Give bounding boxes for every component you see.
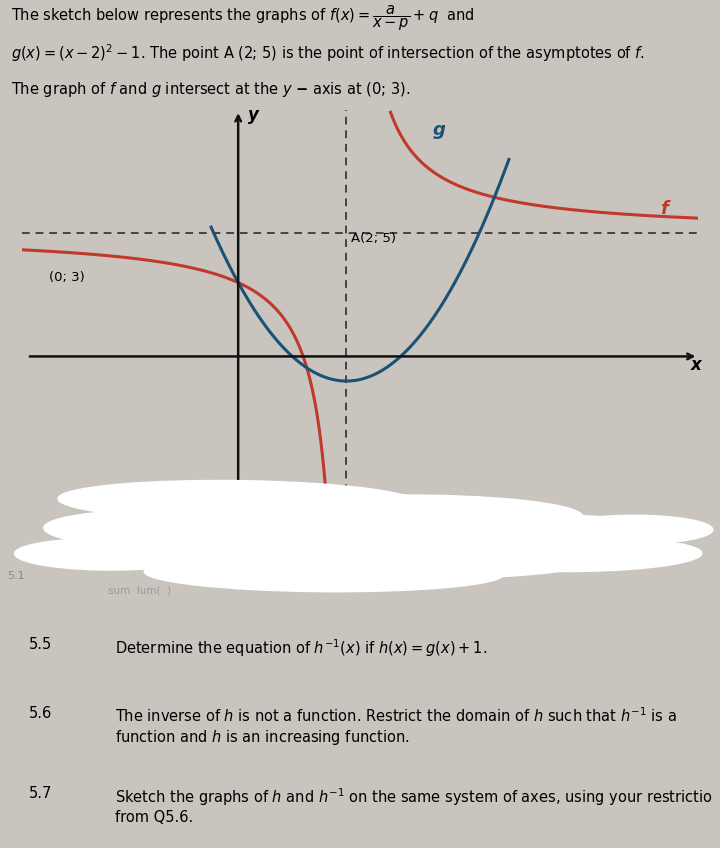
Ellipse shape	[554, 516, 713, 544]
Text: y: y	[248, 106, 258, 124]
Text: f: f	[660, 199, 668, 218]
Text: 5.1: 5.1	[7, 571, 24, 581]
Ellipse shape	[259, 538, 605, 578]
Text: The sketch below represents the graphs of $f(x) = \dfrac{a}{x-p}+q$  and: The sketch below represents the graphs o…	[11, 3, 474, 33]
Ellipse shape	[209, 495, 583, 541]
Text: The inverse of $h$ is not a function. Restrict the domain of $h$ such that $h^{-: The inverse of $h$ is not a function. Re…	[115, 706, 677, 746]
Text: Determine the equation of $h^{-1}(x)$ if $h(x) = g(x) + 1$.: Determine the equation of $h^{-1}(x)$ if…	[115, 638, 487, 659]
Text: (0; 3): (0; 3)	[49, 271, 84, 284]
Ellipse shape	[144, 554, 504, 592]
Ellipse shape	[58, 481, 417, 522]
Text: 5.6: 5.6	[29, 706, 52, 721]
Text: 5.5: 5.5	[29, 638, 52, 652]
Ellipse shape	[44, 510, 316, 550]
Text: g: g	[433, 121, 446, 139]
Ellipse shape	[105, 518, 500, 561]
Text: 5.7: 5.7	[29, 786, 52, 801]
Text: Sketch the graphs of $h$ and $h^{-1}$ on the same system of axes, using your res: Sketch the graphs of $h$ and $h^{-1}$ on…	[115, 786, 713, 825]
Ellipse shape	[450, 537, 702, 572]
Text: The graph of $f$ and $g$ intersect at the $y$ $\mathbf{-}$ axis at (0; 3).: The graph of $f$ and $g$ intersect at th…	[11, 81, 410, 99]
Ellipse shape	[14, 538, 202, 570]
Text: A(2; 5): A(2; 5)	[351, 232, 396, 245]
Ellipse shape	[353, 514, 684, 551]
Text: $g(x) = (x-2)^2 - 1$. The point A (2; 5) is the point of intersection of the asy: $g(x) = (x-2)^2 - 1$. The point A (2; 5)…	[11, 42, 645, 64]
Text: sum  lum(  ): sum lum( )	[108, 585, 171, 595]
Text: x: x	[690, 356, 701, 374]
